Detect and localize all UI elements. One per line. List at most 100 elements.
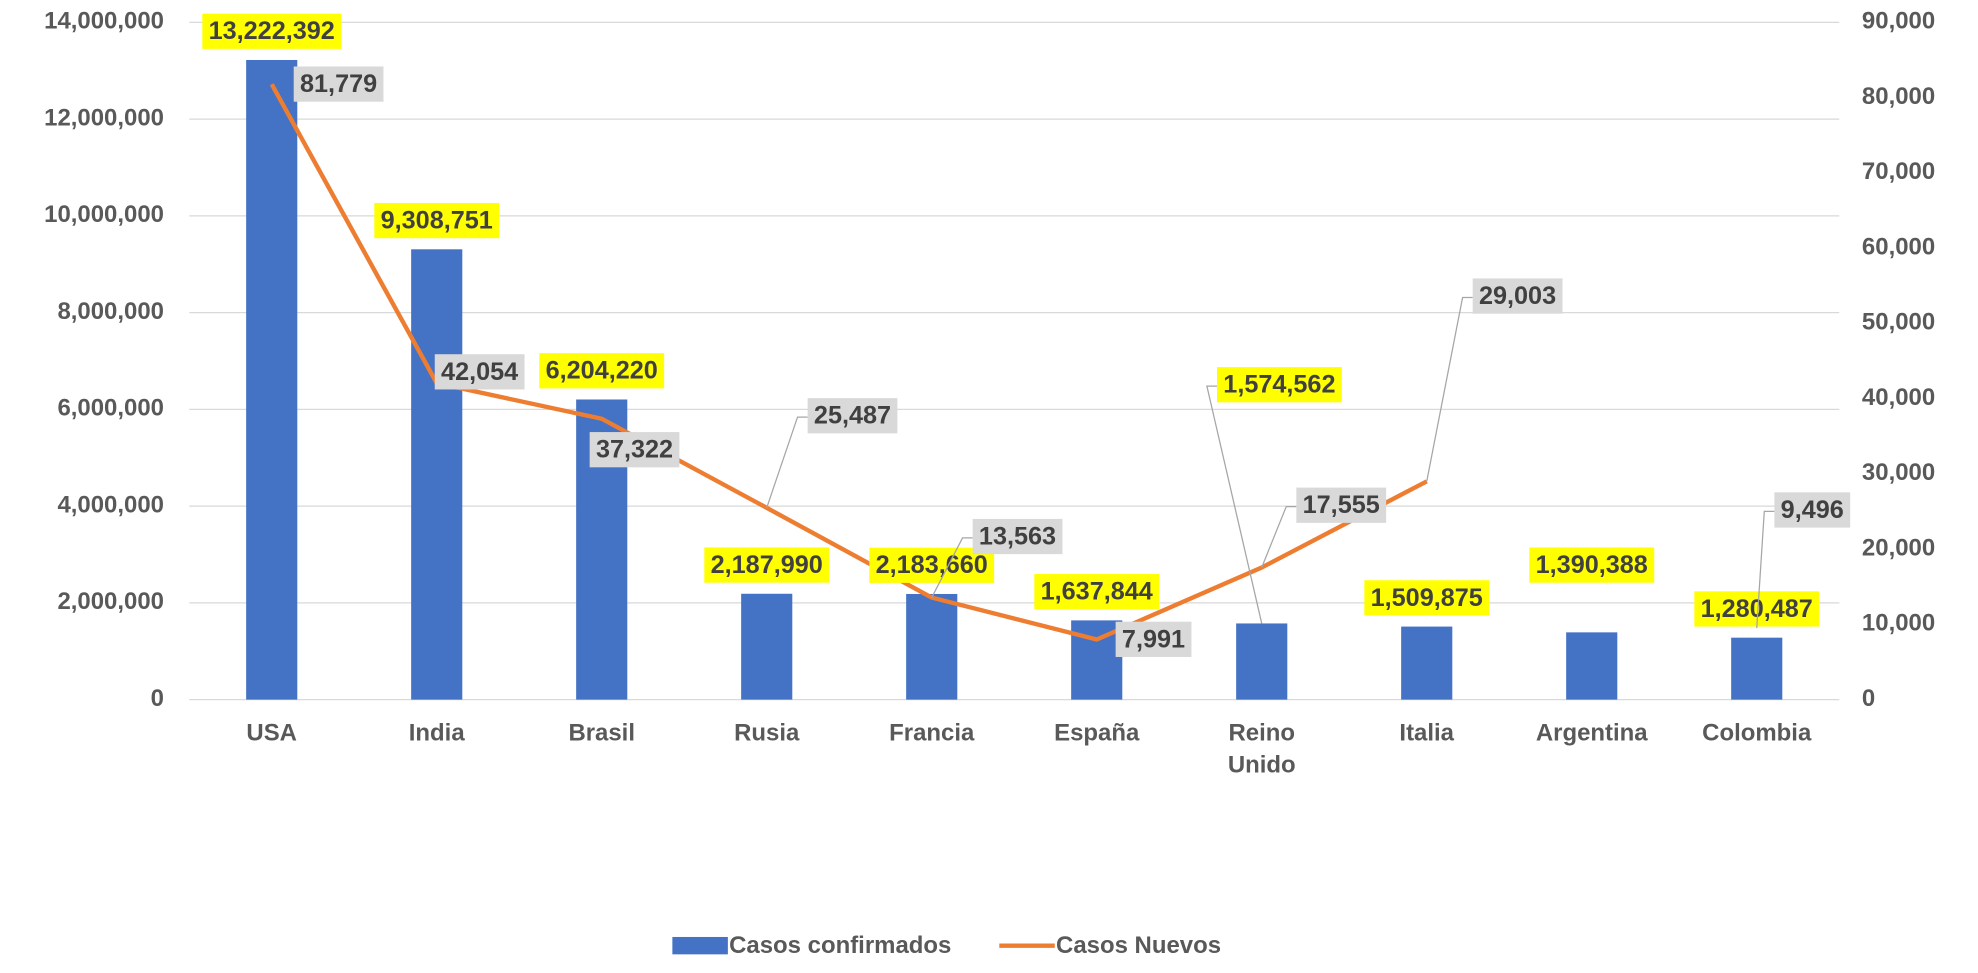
y2-tick-label: 80,000: [1862, 83, 1935, 110]
data-label-group: 29,003: [1426, 278, 1563, 482]
data-label: 6,204,220: [546, 357, 658, 385]
legend: Casos confirmados Casos Nuevos: [672, 932, 1221, 959]
y-tick-label: 8,000,000: [57, 298, 164, 325]
x-tick-label: Rusia: [734, 720, 800, 747]
x-tick-label: Brasil: [568, 720, 635, 747]
leader-line: [1426, 296, 1473, 482]
bar: [1401, 626, 1453, 700]
data-label-group: 2,187,990: [704, 547, 830, 583]
y2-tick-label: 0: [1862, 685, 1875, 712]
data-label-box: [704, 547, 830, 583]
data-label-box: [202, 13, 342, 49]
data-label: 1,574,562: [1223, 371, 1335, 399]
data-label: 37,322: [596, 436, 673, 464]
data-label-group: 1,390,388: [1529, 547, 1655, 583]
data-label-group: 9,496: [1756, 492, 1851, 629]
y2-tick-label: 10,000: [1862, 610, 1935, 637]
leader-line: [1756, 510, 1775, 629]
data-label-box: [972, 518, 1063, 555]
data-label-group: 81,779: [293, 66, 384, 102]
y-tick-label: 0: [151, 685, 164, 712]
data-label: 1,280,487: [1701, 595, 1813, 623]
y-tick-label: 10,000,000: [44, 201, 164, 228]
x-tick-label: Reino Unido: [1228, 720, 1296, 779]
data-label-group: 25,487: [766, 398, 898, 509]
data-label: 2,183,660: [876, 551, 988, 579]
y-tick-label: 6,000,000: [57, 395, 164, 422]
x-tick-label: India: [409, 720, 466, 747]
data-label-box: [1115, 621, 1192, 657]
bar: [1566, 632, 1618, 700]
data-label-group: 37,322: [589, 432, 680, 468]
leader-line: [1261, 506, 1297, 568]
data-label-box: [434, 354, 525, 390]
data-label-box: [807, 398, 898, 434]
data-label-group: 7,991: [1115, 621, 1192, 657]
data-label: 9,496: [1781, 496, 1844, 524]
data-label-box: [293, 66, 384, 102]
data-label-box: [589, 432, 680, 468]
data-label: 13,563: [979, 523, 1056, 551]
data-label-group: 17,555: [1261, 487, 1387, 568]
data-label: 25,487: [814, 402, 891, 430]
data-label: 17,555: [1303, 491, 1380, 519]
data-label-box: [539, 353, 665, 389]
data-label: 13,222,392: [209, 17, 335, 45]
x-tick-label: USA: [246, 720, 297, 747]
y2-tick-label: 70,000: [1862, 158, 1935, 185]
data-label-group: 13,563: [931, 518, 1063, 598]
data-label-box: [1472, 278, 1563, 314]
data-label-group: 1,637,844: [1034, 574, 1160, 610]
data-label-box: [1774, 492, 1851, 528]
legend-swatch: [672, 936, 728, 955]
x-tick-label: Italia: [1399, 720, 1454, 747]
y2-tick-label: 30,000: [1862, 459, 1935, 486]
bar: [1731, 637, 1783, 700]
data-label-box: [1216, 367, 1342, 403]
x-tick-label: Francia: [889, 720, 975, 747]
leader-line: [766, 416, 808, 509]
leader-line: [931, 537, 973, 598]
data-label-group: 42,054: [434, 354, 525, 390]
data-label-box: [374, 202, 500, 239]
bar: [246, 59, 298, 700]
y2-tick-label: 50,000: [1862, 309, 1935, 336]
data-label-group: 1,509,875: [1364, 580, 1490, 616]
x-tick-label: España: [1054, 720, 1140, 747]
x-tick-label: Colombia: [1702, 720, 1812, 747]
data-label: 9,308,751: [381, 207, 493, 235]
y-tick-label: 12,000,000: [44, 105, 164, 132]
data-label-box: [1364, 580, 1490, 616]
data-label: 1,390,388: [1536, 551, 1648, 579]
bar: [906, 593, 958, 700]
data-label: 2,187,990: [711, 551, 823, 579]
data-label: 1,509,875: [1371, 584, 1483, 612]
legend-label: Casos confirmados: [729, 932, 951, 959]
data-label: 42,054: [441, 358, 518, 386]
y-tick-label: 14,000,000: [44, 8, 164, 35]
data-label-box: [1034, 574, 1160, 610]
leader-line: [1206, 385, 1263, 624]
y-tick-label: 4,000,000: [57, 492, 164, 519]
y2-tick-label: 60,000: [1862, 234, 1935, 261]
y2-tick-label: 40,000: [1862, 384, 1935, 411]
y-tick-label: 2,000,000: [57, 588, 164, 615]
data-label-box: [1296, 487, 1387, 523]
data-label-group: 1,574,562: [1206, 367, 1342, 624]
data-label: 29,003: [1479, 282, 1556, 310]
data-label: 81,779: [300, 70, 377, 98]
x-tick-label: Argentina: [1536, 720, 1649, 747]
bar: [411, 249, 463, 700]
data-label-group: 9,308,751: [374, 202, 500, 239]
x-tick-label-line: Reino: [1228, 720, 1295, 747]
data-label-group: 2,183,660: [869, 547, 995, 583]
legend-label: Casos Nuevos: [1056, 932, 1221, 959]
bar: [1236, 623, 1288, 700]
data-label: 7,991: [1122, 625, 1185, 653]
x-tick-label-line: Unido: [1228, 752, 1296, 779]
data-label: 1,637,844: [1041, 578, 1153, 606]
bar: [741, 593, 793, 700]
y2-tick-label: 90,000: [1862, 8, 1935, 35]
